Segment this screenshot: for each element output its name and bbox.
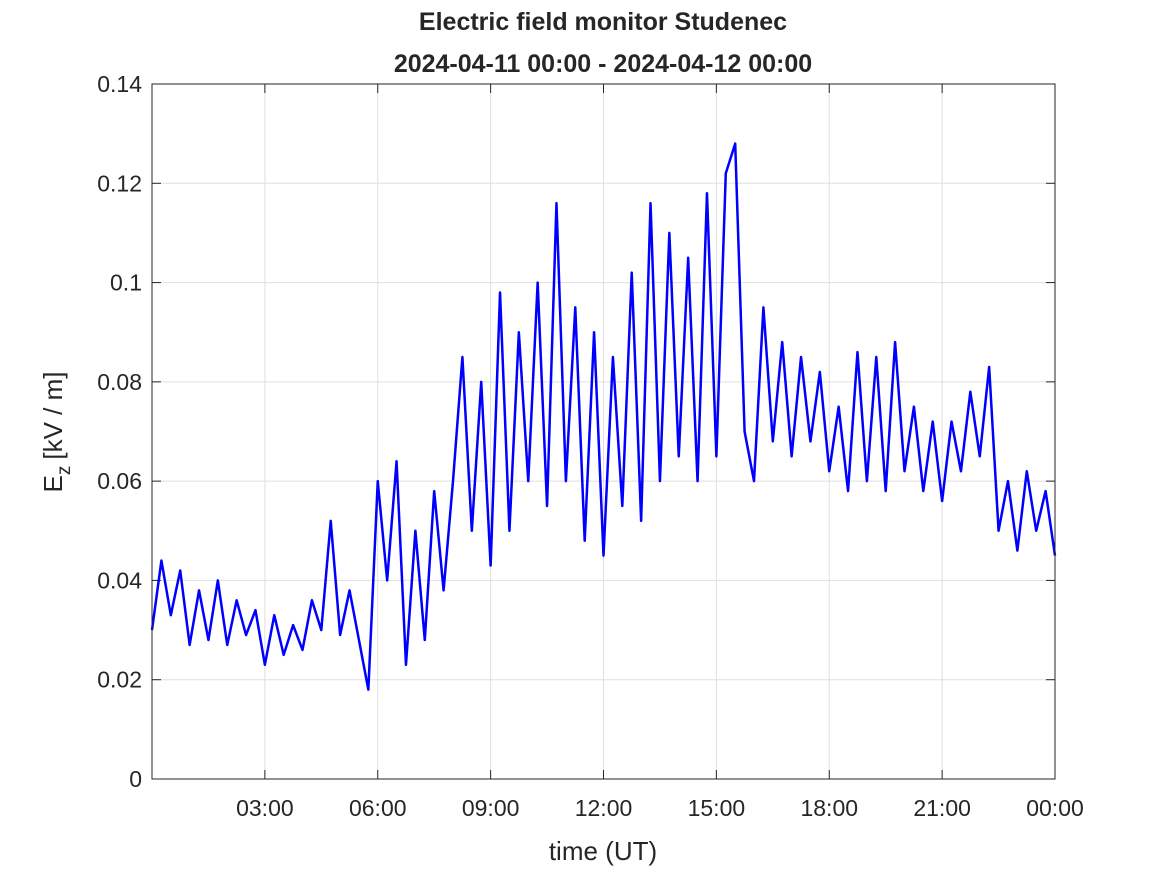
chart-subtitle: 2024-04-11 00:00 - 2024-04-12 00:00 xyxy=(394,50,812,78)
y-tick-label: 0.02 xyxy=(97,667,142,693)
y-label-unit: [kV / m] xyxy=(38,372,68,460)
y-tick-label: 0.08 xyxy=(97,369,142,395)
data-line xyxy=(150,142,1057,691)
y-label-main: E xyxy=(38,475,68,492)
y-label-sub: z xyxy=(54,466,75,476)
x-tick-label: 03:00 xyxy=(236,795,294,821)
y-tick-label: 0.12 xyxy=(97,170,142,196)
y-tick-label: 0.06 xyxy=(97,468,142,494)
y-tick-label: 0.1 xyxy=(110,270,142,296)
x-tick-label: 09:00 xyxy=(462,795,520,821)
y-axis-label: Ez [kV / m] xyxy=(38,372,75,493)
axes-box xyxy=(151,83,1056,780)
chart-title: Electric field monitor Studenec xyxy=(419,8,787,36)
x-tick-label: 18:00 xyxy=(800,795,858,821)
x-tick-label: 21:00 xyxy=(913,795,971,821)
x-tick-label: 06:00 xyxy=(349,795,407,821)
y-tick-label: 0.04 xyxy=(97,567,142,593)
x-tick-label: 00:00 xyxy=(1026,795,1084,821)
x-tick-label: 15:00 xyxy=(688,795,746,821)
x-axis-label: time (UT) xyxy=(549,836,657,866)
y-tick-label: 0.14 xyxy=(97,71,142,97)
x-tick-label: 12:00 xyxy=(575,795,633,821)
y-tick-label: 0 xyxy=(129,766,142,792)
